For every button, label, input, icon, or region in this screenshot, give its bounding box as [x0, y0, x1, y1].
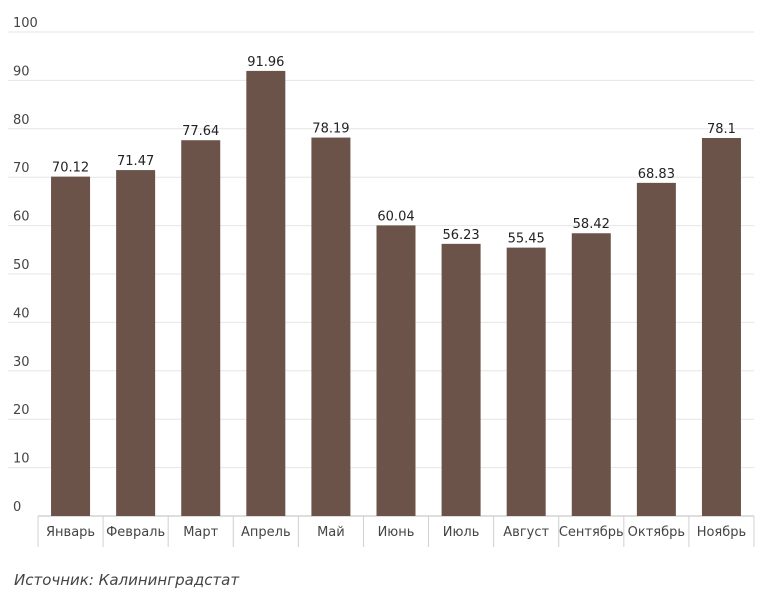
x-tick-label: Февраль — [106, 525, 165, 540]
bar-value-label: 58.42 — [573, 217, 610, 232]
bar — [701, 137, 741, 516]
bar — [376, 225, 416, 516]
bar-value-label: 70.12 — [52, 161, 89, 176]
x-tick-label: Август — [503, 525, 549, 540]
bar-value-label: 55.45 — [508, 232, 545, 247]
bar — [636, 182, 676, 516]
x-tick-label: Май — [317, 525, 345, 540]
bar-value-label: 56.23 — [442, 228, 479, 243]
x-tick-label: Ноябрь — [697, 525, 746, 540]
bar — [246, 70, 286, 516]
y-tick-label: 10 — [13, 452, 30, 467]
bar-chart: 0 10 20 30 40 50 60 70 80 90 100 70.12 Январь 71.47 Фе… — [8, 16, 755, 547]
y-tick-label: 80 — [13, 113, 30, 128]
x-tick-label: Июнь — [378, 525, 415, 540]
bar — [441, 243, 481, 516]
bar-value-label: 77.64 — [182, 124, 219, 139]
bar-value-label: 60.04 — [377, 209, 414, 224]
y-tick-label: 90 — [13, 64, 30, 79]
y-tick-label: 70 — [13, 161, 30, 176]
bar-value-label: 78.1 — [707, 122, 736, 137]
bar — [571, 233, 611, 516]
bar-value-label: 68.83 — [638, 167, 675, 182]
bar — [311, 137, 351, 516]
y-tick-label: 100 — [13, 16, 38, 31]
bar — [506, 247, 546, 516]
x-tick-label: Сентябрь — [559, 525, 624, 540]
x-tick-label: Январь — [46, 525, 95, 540]
bar — [116, 170, 156, 516]
bar — [181, 140, 221, 516]
bar-value-label: 71.47 — [117, 154, 154, 169]
source-note: Источник: Калининградстат — [14, 571, 240, 589]
x-tick-label: Март — [183, 525, 218, 540]
x-tick-label: Апрель — [241, 525, 291, 540]
y-tick-label: 30 — [13, 355, 30, 370]
x-tick-label: Июль — [443, 525, 480, 540]
x-tick-label: Октябрь — [628, 525, 685, 540]
bar — [51, 176, 91, 516]
y-tick-label: 60 — [13, 210, 30, 225]
y-tick-label: 50 — [13, 258, 30, 273]
bar-value-label: 91.96 — [247, 55, 284, 70]
y-tick-label: 0 — [13, 500, 21, 515]
y-tick-label: 40 — [13, 306, 30, 321]
y-tick-label: 20 — [13, 403, 30, 418]
bar-value-label: 78.19 — [312, 122, 349, 137]
